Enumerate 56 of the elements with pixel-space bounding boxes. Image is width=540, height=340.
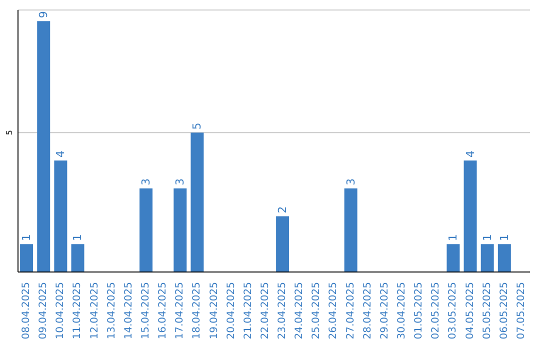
data-label: 1: [20, 234, 34, 242]
bar: [276, 216, 290, 272]
x-tick-label: 03.05.2025: [448, 282, 459, 340]
data-label: 1: [446, 234, 460, 242]
bar: [54, 160, 68, 272]
bar: [37, 21, 50, 272]
data-label: 3: [344, 178, 358, 186]
x-tick-label: 23.04.2025: [277, 282, 288, 340]
data-label: 9: [37, 11, 50, 18]
x-tick-label: 06.05.2025: [498, 282, 510, 340]
bar: [480, 244, 494, 272]
data-label: 4: [464, 150, 477, 158]
x-tick-label: 19.04.2025: [208, 282, 220, 340]
x-tick-label: 21.04.2025: [242, 282, 254, 340]
bar: [71, 244, 84, 272]
x-tick-label: 07.05.2025: [516, 282, 527, 340]
bar: [464, 160, 477, 272]
x-tick-label: 12.04.2025: [89, 282, 100, 340]
x-tick-label: 18.04.2025: [192, 282, 203, 340]
bar: [446, 244, 460, 272]
bar: [140, 188, 153, 272]
data-label: 3: [140, 178, 153, 186]
bar: [174, 188, 187, 272]
data-label: 1: [71, 234, 84, 242]
x-tick-label: 11.04.2025: [72, 282, 84, 340]
x-tick-label: 27.04.2025: [345, 282, 356, 340]
x-tick-label: 24.04.2025: [294, 282, 306, 340]
data-label: 1: [498, 234, 511, 242]
bar: [344, 188, 358, 272]
x-tick-label: 22.04.2025: [260, 282, 271, 340]
x-tick-label: 26.04.2025: [328, 282, 340, 340]
x-tick-label: 15.04.2025: [140, 282, 152, 340]
x-tick-label: 09.04.2025: [38, 282, 50, 340]
x-tick-label: 16.04.2025: [158, 282, 169, 340]
x-tick-label: 20.04.2025: [226, 282, 237, 340]
x-tick-label: 30.04.2025: [396, 282, 408, 340]
bar: [20, 244, 34, 272]
x-tick-label: 28.04.2025: [362, 282, 374, 340]
x-tick-label: 29.04.2025: [379, 282, 390, 340]
x-tick-label: 25.04.2025: [311, 282, 322, 340]
data-label: 2: [276, 206, 290, 214]
x-tick-label: 05.05.2025: [482, 282, 493, 340]
bar: [190, 132, 204, 272]
x-tick-label: 14.04.2025: [123, 282, 134, 340]
x-tick-label: 13.04.2025: [106, 282, 118, 340]
data-label: 1: [480, 234, 494, 242]
x-tick-label: 01.05.2025: [414, 282, 425, 340]
bar: [498, 244, 511, 272]
x-tick-label: 10.04.2025: [55, 282, 66, 340]
data-label: 4: [54, 150, 68, 158]
data-label: 5: [190, 122, 204, 130]
x-tick-label: 02.05.2025: [430, 282, 442, 340]
x-tick-label: 04.05.2025: [464, 282, 476, 340]
x-tick-label: 08.04.2025: [21, 282, 32, 340]
x-tick-label: 17.04.2025: [174, 282, 186, 340]
data-label: 3: [174, 178, 187, 186]
